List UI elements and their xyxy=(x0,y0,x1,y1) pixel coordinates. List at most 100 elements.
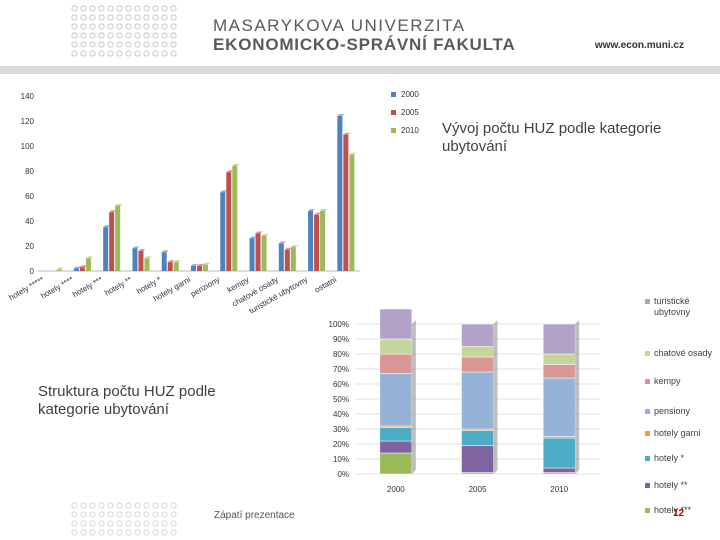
bar xyxy=(56,269,62,271)
bar-side xyxy=(575,320,580,474)
legend-item: hotely *** xyxy=(645,505,691,516)
y-tick-label: 40 xyxy=(25,217,34,226)
bar-top xyxy=(278,241,286,244)
pattern-dot xyxy=(143,32,150,39)
legend-label: hotely garni xyxy=(654,428,701,438)
bar-top xyxy=(73,266,81,269)
bar xyxy=(349,154,355,271)
stack-segment xyxy=(542,437,576,469)
legend-label: 2000 xyxy=(401,90,419,99)
pattern-dot xyxy=(134,5,141,12)
stack-segment xyxy=(461,323,494,347)
pattern-dot xyxy=(125,32,132,39)
site-url[interactable]: www.econ.muni.cz xyxy=(594,40,684,51)
bar xyxy=(261,236,267,271)
pattern-dot xyxy=(80,529,87,536)
pattern-dot xyxy=(161,5,168,12)
pattern-dot xyxy=(98,14,105,21)
footer-text: Zápatí prezentace xyxy=(214,510,295,521)
pattern-dot xyxy=(134,520,141,527)
bar-top xyxy=(85,256,93,259)
y-tick-label: 20% xyxy=(333,440,349,449)
bar-top xyxy=(220,190,228,193)
pattern-dot xyxy=(107,5,114,12)
pattern-dot xyxy=(134,14,141,21)
legend-label: turistické ubytovny xyxy=(654,296,691,317)
y-tick-label: 60% xyxy=(333,380,349,389)
bar-top xyxy=(320,209,328,211)
legend-swatch xyxy=(645,409,650,414)
pattern-dot xyxy=(143,502,150,509)
bar-top xyxy=(191,264,198,266)
pattern-dot xyxy=(116,50,123,57)
pattern-dot xyxy=(71,520,78,527)
pattern-dot xyxy=(71,32,78,39)
legend-swatch xyxy=(645,351,650,356)
pattern-dot xyxy=(80,5,87,12)
pattern-dot xyxy=(134,41,141,48)
bar-top xyxy=(173,260,181,263)
y-tick-label: 90% xyxy=(333,335,349,344)
stack-segment xyxy=(461,346,494,358)
bar xyxy=(73,268,79,271)
bar-top xyxy=(109,210,117,213)
pattern-dot xyxy=(98,502,105,509)
bar-top xyxy=(349,152,357,155)
pattern-dot xyxy=(152,520,159,527)
pattern-dot xyxy=(143,14,150,21)
y-tick-label: 80% xyxy=(333,350,349,359)
pattern-dot xyxy=(71,14,78,21)
pattern-dot xyxy=(116,511,123,518)
pattern-dot xyxy=(170,502,177,509)
bar xyxy=(109,212,115,271)
pattern-dot xyxy=(143,5,150,12)
pattern-dot xyxy=(107,32,114,39)
pattern-dot xyxy=(143,520,150,527)
y-tick-label: 80 xyxy=(25,167,34,176)
pattern-dot xyxy=(152,14,159,21)
university-pattern-logo xyxy=(71,5,177,57)
pattern-dot xyxy=(152,23,159,30)
y-tick-label: 10% xyxy=(333,455,349,464)
pattern-dot xyxy=(71,529,78,536)
legend-label: hotely ** xyxy=(654,480,688,490)
pattern-dot xyxy=(161,511,168,518)
pattern-dot xyxy=(161,14,168,21)
y-tick-label: 50% xyxy=(333,395,349,404)
pattern-dot xyxy=(107,23,114,30)
pattern-dot xyxy=(125,41,132,48)
x-tick-label: 2010 xyxy=(550,485,568,494)
pattern-dot xyxy=(134,23,141,30)
legend-label: 2010 xyxy=(401,126,419,135)
bar-top xyxy=(132,246,140,249)
x-tick-label: penziony xyxy=(189,275,221,299)
bar xyxy=(290,247,296,271)
pattern-dot xyxy=(89,32,96,39)
pattern-dot xyxy=(89,5,96,12)
pattern-dot xyxy=(116,14,123,21)
pattern-dot xyxy=(107,502,114,509)
pattern-dot xyxy=(98,520,105,527)
pattern-dot xyxy=(89,23,96,30)
stack-segment xyxy=(379,308,413,340)
legend-label: kempy xyxy=(654,376,681,386)
pattern-dot xyxy=(71,50,78,57)
pattern-dot xyxy=(143,511,150,518)
bar xyxy=(191,266,196,271)
pattern-dot xyxy=(134,502,141,509)
bar-top xyxy=(308,209,316,211)
pattern-dot xyxy=(143,23,150,30)
bar xyxy=(197,266,202,271)
pattern-dot xyxy=(80,14,87,21)
y-tick-label: 100% xyxy=(329,320,349,329)
bar xyxy=(138,251,144,271)
bar xyxy=(144,258,150,271)
pattern-dot xyxy=(71,511,78,518)
pattern-dot xyxy=(161,23,168,30)
bar xyxy=(173,262,179,271)
legend-item: hotely * xyxy=(645,453,684,464)
stack-segment xyxy=(379,353,413,374)
pattern-dot xyxy=(152,5,159,12)
legend-label: hotely *** xyxy=(654,505,692,515)
pattern-dot xyxy=(170,520,177,527)
